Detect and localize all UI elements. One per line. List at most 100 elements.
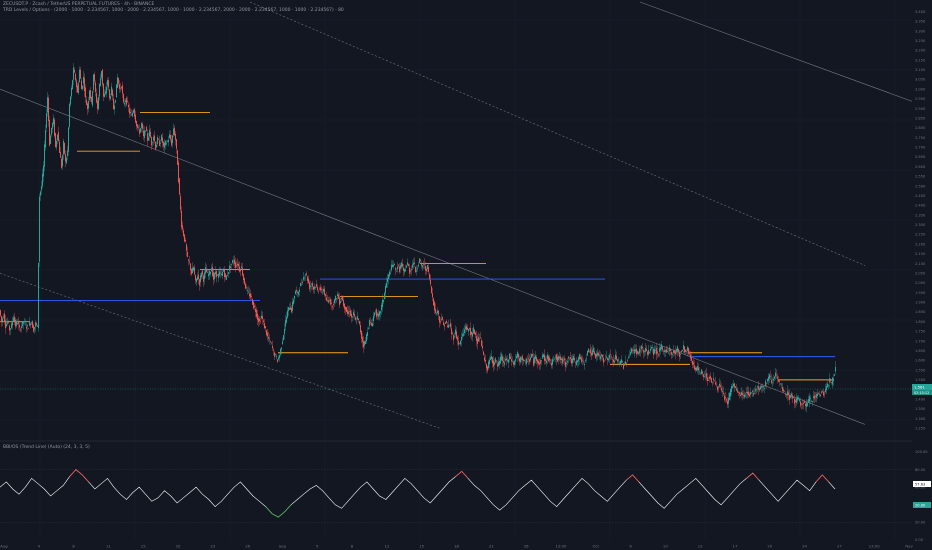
candle-body: [52, 123, 53, 129]
candle-body: [197, 276, 198, 280]
candle-body: [269, 338, 270, 340]
candle-body: [265, 326, 266, 329]
candle-body: [597, 352, 598, 356]
price-axis[interactable]: 3.400 3.350 3.300 3.250 3.200 3.150 3.100 3.050…: [912, 0, 932, 540]
trendlines: [0, 1, 932, 429]
candle-body: [505, 359, 506, 361]
candle-body: [718, 386, 719, 388]
candle-body: [200, 275, 201, 283]
candle-body: [186, 244, 187, 251]
candle-body: [35, 322, 36, 327]
candle-body: [66, 157, 67, 164]
candle-body: [775, 372, 776, 377]
candle-body: [445, 322, 446, 324]
candle-body: [819, 394, 820, 395]
candle-body: [28, 328, 29, 329]
candle-body: [119, 84, 120, 89]
candle-body: [760, 386, 761, 390]
candle-body: [237, 263, 238, 266]
candle-body: [362, 337, 363, 343]
candle-body: [797, 396, 798, 401]
candle-body: [99, 84, 100, 97]
candle-body: [82, 85, 83, 89]
candle-body: [369, 320, 370, 326]
candle-body: [428, 266, 429, 272]
candle-body: [204, 272, 205, 280]
candle-body: [46, 113, 47, 128]
time-tick-label: 12:00: [555, 544, 567, 549]
candle-body: [574, 358, 575, 361]
candle-body: [383, 299, 384, 302]
candle-body: [790, 395, 791, 399]
candle-body: [446, 321, 447, 323]
candle-body: [373, 315, 374, 322]
candle-body: [210, 271, 211, 275]
candle-body: [341, 297, 342, 300]
candle-body: [536, 357, 537, 361]
price-tick-label: 2.450: [915, 194, 926, 198]
time-tick-label: 27: [837, 544, 842, 549]
candle-body: [106, 86, 107, 94]
candle-body: [249, 293, 250, 297]
osc-tick-label: 60.00: [915, 485, 926, 489]
candle-body: [605, 358, 606, 360]
candle-body: [112, 89, 113, 97]
price-tick-label: 2.350: [915, 213, 926, 217]
candle-body: [728, 397, 729, 404]
candle-body: [276, 356, 277, 358]
candle-body: [355, 317, 356, 321]
candle-body: [621, 359, 622, 363]
candle-body: [439, 316, 440, 323]
candle-body: [134, 109, 135, 117]
candle-body: [323, 289, 324, 292]
candle-body: [55, 133, 56, 147]
candle-body: [156, 144, 157, 148]
candle-body: [516, 355, 517, 359]
osc-overbought-seg: [632, 474, 640, 483]
candle-body: [706, 373, 707, 379]
candle-body: [705, 374, 706, 376]
candle-body: [551, 363, 552, 366]
candle-body: [617, 359, 618, 362]
candle-body: [722, 390, 723, 393]
time-axis[interactable]: Aug 4 8 11 15 20 23 26 Sep 5 8 12 15 18 22 26 12:00 Oct 6 1…: [0, 541, 932, 550]
candle-body: [297, 291, 298, 293]
candle-body: [807, 403, 808, 406]
candle-body: [477, 338, 478, 344]
candle-body: [752, 390, 753, 393]
candle-body: [107, 80, 108, 86]
candle-body: [245, 283, 246, 289]
candle-body: [217, 274, 218, 276]
candle-body: [394, 264, 395, 265]
candle-body: [633, 350, 634, 351]
candle-body: [251, 296, 252, 297]
candle-body: [467, 327, 468, 330]
candle-body: [828, 385, 829, 387]
candle-body: [176, 139, 177, 149]
candle-body: [72, 80, 73, 89]
candle-body: [45, 130, 46, 148]
trendline-1: [0, 273, 441, 429]
candle-body: [535, 355, 536, 360]
candle-body: [568, 356, 569, 359]
candle-body: [308, 278, 309, 283]
candle-body: [357, 316, 358, 320]
candle-body: [233, 261, 234, 262]
candle-body: [792, 395, 793, 399]
candle-body: [656, 348, 657, 355]
candle-body: [652, 347, 653, 349]
price-tick-label: 1.900: [915, 301, 926, 305]
candle-body: [370, 322, 371, 323]
price-tick-label: 3.250: [915, 39, 926, 43]
candle-body: [451, 328, 452, 335]
candle-body: [744, 394, 745, 398]
candle-body: [20, 329, 21, 331]
candle-body: [560, 356, 561, 360]
candle-body: [274, 352, 275, 357]
candle-body: [677, 346, 678, 352]
candle-body: [719, 383, 720, 387]
candle-body: [65, 153, 66, 162]
candle-body: [558, 355, 559, 361]
candle-body: [120, 88, 121, 89]
